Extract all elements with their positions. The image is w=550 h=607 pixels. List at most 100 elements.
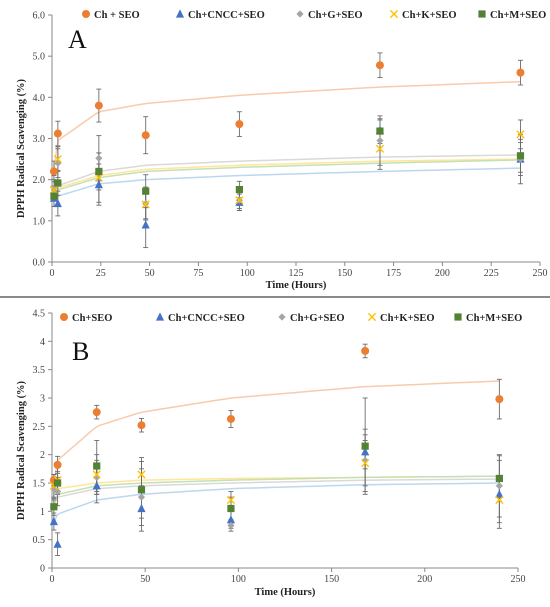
- data-point: [376, 127, 384, 135]
- data-point: [49, 516, 58, 526]
- data-point: [296, 10, 304, 18]
- x-tick-label: 125: [289, 268, 304, 279]
- y-tick-label: 2.5: [33, 422, 46, 433]
- y-tick-label: 1: [40, 507, 45, 518]
- data-point: [226, 515, 236, 524]
- y-tick-label: 3.5: [33, 365, 46, 376]
- data-point: [141, 200, 150, 209]
- y-tick-label: 1.0: [33, 216, 46, 227]
- data-point: [50, 192, 58, 200]
- x-tick-label: 150: [324, 574, 339, 585]
- y-tick-label: 2: [40, 450, 45, 461]
- data-point: [141, 220, 150, 229]
- data-point: [82, 10, 90, 18]
- data-point: [361, 447, 370, 456]
- data-point: [53, 479, 62, 487]
- data-point: [495, 395, 504, 404]
- data-point: [361, 346, 370, 355]
- data-point: [175, 9, 185, 18]
- data-point: [60, 313, 68, 321]
- data-point: [516, 68, 525, 77]
- data-point: [141, 131, 150, 140]
- data-point: [53, 154, 62, 164]
- data-point: [235, 185, 243, 194]
- data-point: [92, 481, 101, 490]
- trendline: [53, 154, 521, 193]
- x-tick-label: 100: [240, 268, 255, 279]
- x-tick-label: 175: [386, 268, 401, 279]
- x-tick-label: 200: [417, 574, 432, 585]
- data-point: [50, 503, 58, 511]
- legend-entry: Ch+M+SEO: [466, 313, 522, 324]
- x-tick-label: 50: [140, 574, 150, 585]
- data-point: [235, 120, 244, 129]
- y-tick-label: 0.5: [33, 535, 46, 546]
- trendline: [53, 478, 500, 506]
- data-point: [516, 130, 525, 139]
- data-point: [93, 462, 101, 470]
- legend-entry: Ch+K+SEO: [380, 313, 435, 324]
- x-tick-label: 75: [193, 268, 203, 279]
- panel-letter: A: [68, 25, 87, 54]
- y-tick-label: 2.0: [33, 175, 46, 186]
- x-tick-label: 25: [96, 268, 106, 279]
- trendline: [53, 380, 500, 484]
- data-point: [94, 173, 103, 182]
- data-point: [155, 312, 165, 321]
- data-point: [478, 10, 486, 18]
- data-point: [495, 489, 504, 498]
- trendline: [53, 482, 500, 523]
- y-tick-label: 5.0: [33, 52, 46, 63]
- trendline: [53, 80, 521, 170]
- x-tick-label: 225: [484, 268, 499, 279]
- x-axis-label: Time (Hours): [266, 280, 327, 291]
- data-point: [53, 198, 62, 208]
- legend-entry: Ch+G+SEO: [290, 313, 345, 324]
- y-axis-label: DPPH Radical Scavenging (%): [16, 78, 27, 218]
- data-point: [227, 504, 235, 513]
- data-point: [94, 180, 103, 189]
- y-tick-label: 4.0: [33, 93, 46, 104]
- y-tick-label: 0.0: [33, 258, 46, 269]
- data-point: [389, 9, 399, 19]
- data-point: [53, 487, 62, 496]
- data-point: [53, 129, 62, 138]
- data-point: [142, 187, 150, 195]
- data-point: [495, 495, 504, 505]
- legend-entry: Ch+M+SEO: [490, 10, 546, 21]
- data-point: [137, 493, 146, 501]
- x-tick-label: 250: [511, 574, 526, 585]
- data-point: [495, 474, 503, 483]
- data-point: [92, 408, 101, 417]
- y-tick-label: 3.0: [33, 134, 46, 145]
- data-point: [226, 414, 235, 423]
- data-point: [93, 473, 101, 481]
- data-point: [95, 167, 103, 176]
- panel-a-chart: 0 25 50 75 100 125 150 175 200 225 250 0.0 1.0 2.0 3.0…: [16, 9, 548, 291]
- x-tick-label: 100: [231, 574, 246, 585]
- data-point: [137, 470, 146, 479]
- x-tick-label: 150: [337, 268, 352, 279]
- trendline: [53, 167, 521, 201]
- data-point: [361, 456, 369, 464]
- data-point: [227, 521, 235, 530]
- legend-entry: Ch+CNCC+SEO: [168, 313, 245, 324]
- y-tick-label: 4.5: [33, 309, 46, 320]
- data-point: [53, 539, 62, 548]
- data-point: [516, 152, 525, 160]
- data-point: [361, 459, 370, 468]
- data-point: [376, 136, 384, 145]
- legend-entry: Ch+K+SEO: [402, 10, 457, 21]
- data-point: [137, 486, 146, 494]
- y-axis-label: DPPH Radical Scavenging (%): [16, 380, 27, 520]
- y-tick-label: 6.0: [33, 11, 46, 22]
- data-point: [375, 61, 384, 70]
- legend-entry: Ch + SEO: [94, 10, 140, 21]
- data-point: [454, 313, 462, 321]
- data-point: [367, 312, 377, 322]
- legend-entry: Ch+CNCC+SEO: [188, 10, 265, 21]
- panel-b-chart: 0 50 100 150 200 250 0 0.5 1 1.5 2 2.5 3 3.5 4 4.5 Time …: [16, 309, 526, 599]
- data-point: [226, 495, 236, 505]
- data-point: [92, 470, 101, 479]
